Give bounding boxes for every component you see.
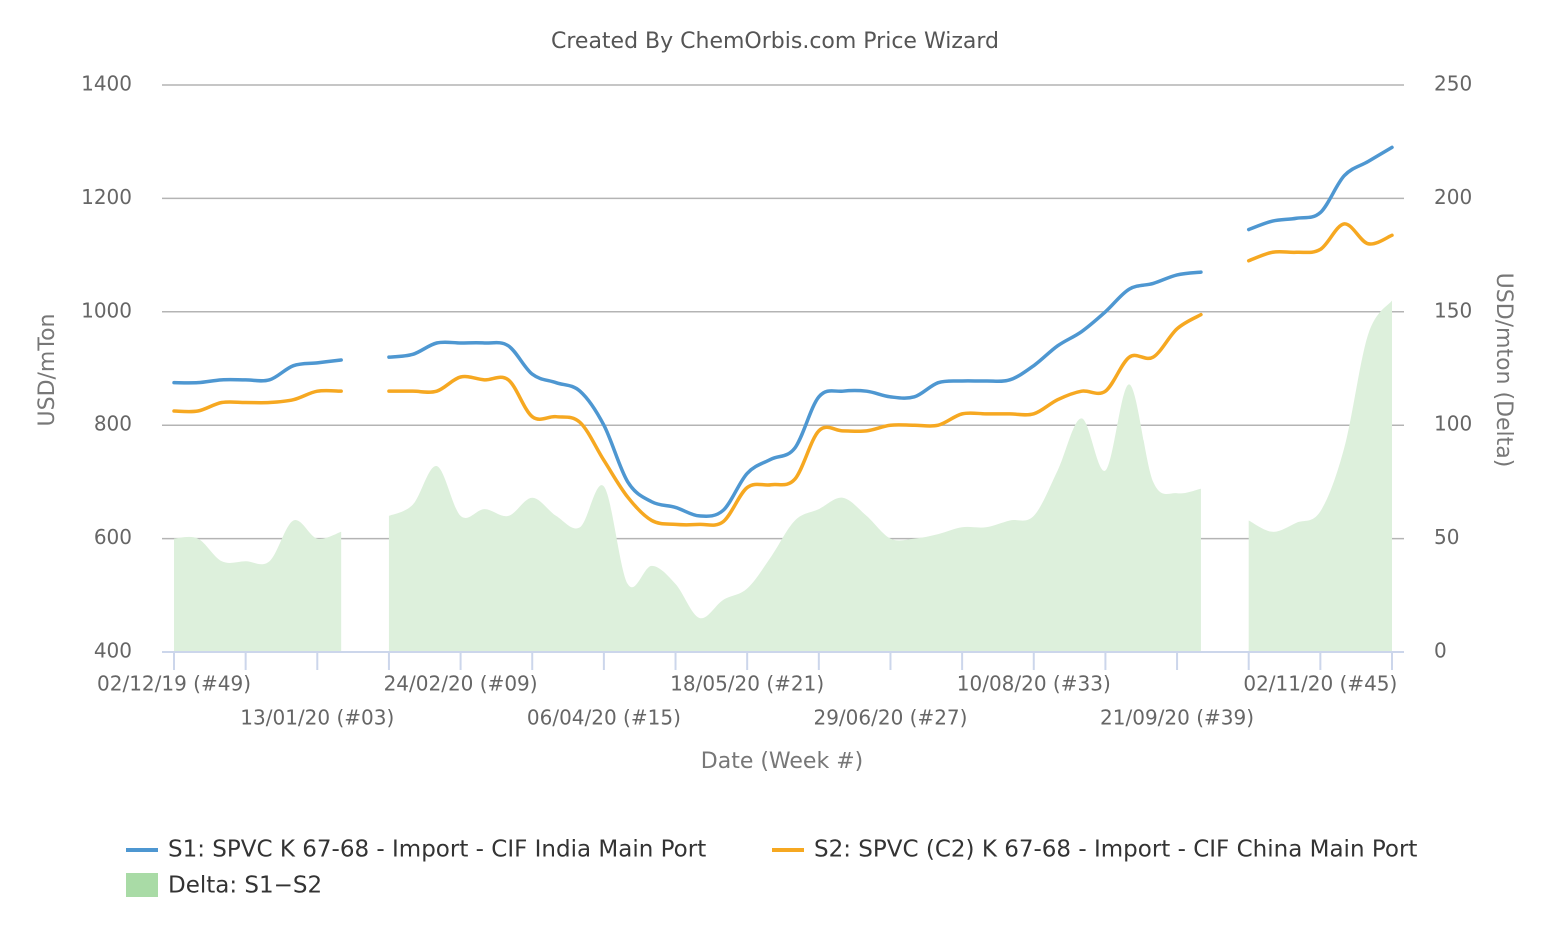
y-tick-label: 1400	[81, 72, 132, 96]
y2-tick-label: 250	[1434, 72, 1472, 96]
y-axis-title: USD/mTon	[35, 314, 60, 427]
y2-tick-label: 200	[1434, 185, 1472, 209]
series-line	[387, 270, 1203, 518]
x-tick-label: 02/11/20 (#45)	[1243, 672, 1397, 696]
legend-label: S2: SPVC (C2) K 67-68 - Import - CIF Chi…	[814, 837, 1417, 863]
delta-area	[174, 519, 342, 652]
x-tick-label: 10/08/20 (#33)	[957, 672, 1111, 696]
y-tick-label: 400	[94, 639, 132, 663]
series-line	[172, 358, 343, 385]
y-tick-label: 600	[94, 525, 132, 549]
delta-area	[1248, 300, 1392, 652]
y2-axis-title: USD/mton (Delta)	[1491, 273, 1516, 468]
x-tick-label: 02/12/19 (#49)	[97, 672, 251, 696]
y-tick-label: 1000	[81, 298, 132, 322]
series-line	[172, 388, 343, 414]
legend-label: Delta: S1−S2	[168, 873, 322, 899]
legend-label: S1: SPVC K 67-68 - Import - CIF India Ma…	[168, 837, 706, 863]
x-tick-label: 29/06/20 (#27)	[813, 706, 967, 730]
series-line	[1246, 222, 1394, 263]
x-tick-label: 13/01/20 (#03)	[240, 706, 394, 730]
series-line	[387, 312, 1203, 527]
y2-tick-label: 50	[1434, 525, 1459, 549]
x-tick-label: 06/04/20 (#15)	[527, 706, 681, 730]
x-tick-label: 24/02/20 (#09)	[384, 672, 538, 696]
series-line	[1246, 145, 1394, 232]
chart-title: Created By ChemOrbis.com Price Wizard	[551, 29, 999, 54]
y-tick-label: 800	[94, 412, 132, 436]
y2-tick-label: 100	[1434, 412, 1472, 436]
delta-area	[388, 384, 1201, 652]
y2-tick-label: 0	[1434, 639, 1447, 663]
legend-swatch	[126, 873, 158, 897]
x-tick-label: 18/05/20 (#21)	[670, 672, 824, 696]
y-tick-label: 1200	[81, 185, 132, 209]
x-axis-title: Date (Week #)	[701, 749, 863, 774]
x-tick-label: 21/09/20 (#39)	[1100, 706, 1254, 730]
y2-tick-label: 150	[1434, 298, 1472, 322]
